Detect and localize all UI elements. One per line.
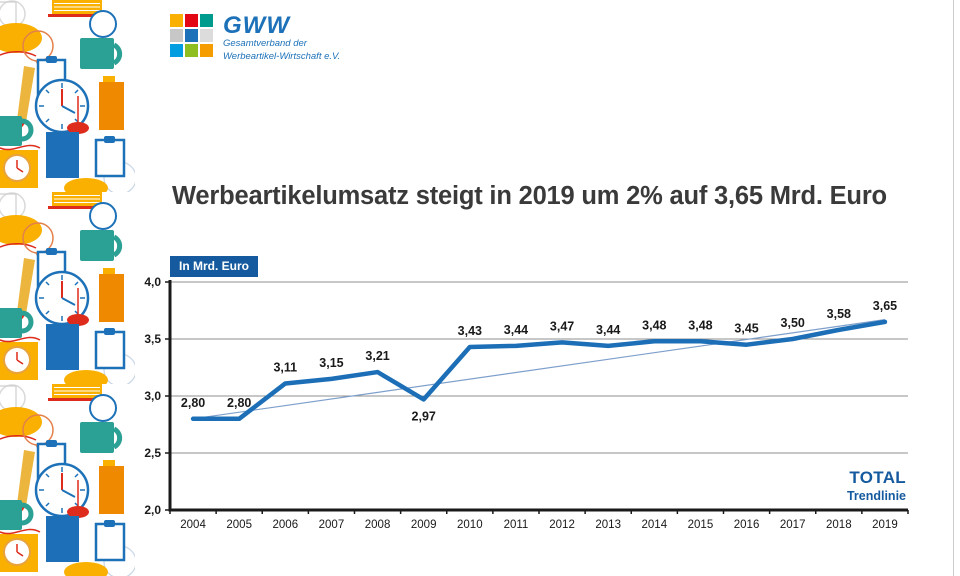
svg-text:2007: 2007: [319, 519, 345, 531]
svg-text:2008: 2008: [365, 519, 391, 531]
svg-text:2010: 2010: [457, 519, 483, 531]
gww-logo-square: [200, 44, 213, 57]
svg-text:2005: 2005: [226, 519, 252, 531]
svg-text:3,48: 3,48: [688, 318, 712, 332]
svg-text:2018: 2018: [826, 519, 852, 531]
svg-text:3,44: 3,44: [596, 323, 620, 337]
gww-logo-mark-icon: [170, 14, 213, 63]
svg-text:3,44: 3,44: [504, 323, 528, 337]
svg-text:3,58: 3,58: [827, 307, 851, 321]
svg-text:3,0: 3,0: [144, 389, 161, 403]
svg-text:4,0: 4,0: [144, 275, 161, 289]
gww-logo: GWW Gesamtverband der Werbeartikel-Wirts…: [170, 14, 340, 63]
legend-series-total: TOTAL: [849, 468, 906, 487]
svg-text:3,15: 3,15: [319, 356, 343, 370]
chart-legend: TOTAL Trendlinie: [847, 468, 906, 503]
slide-title: Werbeartikelumsatz steigt in 2019 um 2% …: [172, 182, 887, 210]
svg-text:3,21: 3,21: [365, 349, 389, 363]
svg-text:2006: 2006: [273, 519, 299, 531]
svg-text:2,0: 2,0: [144, 503, 161, 517]
svg-text:2017: 2017: [780, 519, 806, 531]
svg-text:3,45: 3,45: [734, 322, 758, 336]
gww-logo-square: [185, 29, 198, 42]
svg-text:2011: 2011: [504, 519, 529, 531]
gww-logo-square: [200, 14, 213, 27]
svg-text:2014: 2014: [642, 519, 668, 531]
gww-logo-square: [200, 29, 213, 42]
svg-text:3,5: 3,5: [144, 332, 161, 346]
gww-logo-square: [185, 14, 198, 27]
gww-logo-square: [170, 29, 183, 42]
svg-text:2004: 2004: [180, 519, 206, 531]
gww-logo-subtitle-1: Gesamtverband der: [223, 38, 307, 49]
gww-logo-square: [185, 44, 198, 57]
svg-text:3,11: 3,11: [273, 360, 297, 374]
legend-series-trendline: Trendlinie: [846, 489, 906, 503]
gww-logo-square: [170, 14, 183, 27]
svg-text:3,48: 3,48: [642, 318, 666, 332]
gww-logo-square: [170, 44, 183, 57]
svg-text:2016: 2016: [734, 519, 760, 531]
slide-right-border: [953, 0, 954, 576]
svg-text:2,5: 2,5: [144, 446, 161, 460]
gww-logo-subtitle-2: Werbeartikel-Wirtschaft e.V.: [223, 51, 341, 62]
svg-text:2,80: 2,80: [181, 396, 205, 410]
svg-text:2012: 2012: [549, 519, 575, 531]
svg-text:2019: 2019: [872, 519, 898, 531]
svg-text:3,65: 3,65: [873, 299, 897, 313]
unit-label-badge: In Mrd. Euro: [170, 256, 258, 277]
svg-text:2013: 2013: [595, 519, 621, 531]
svg-text:2015: 2015: [688, 519, 714, 531]
svg-text:3,50: 3,50: [781, 316, 805, 330]
promo-products-collage-icon: [0, 0, 135, 576]
gww-logo-text: GWW Gesamtverband der Werbeartikel-Wirts…: [223, 14, 340, 63]
svg-text:2,97: 2,97: [412, 409, 436, 423]
gww-logo-name: GWW: [223, 12, 290, 39]
svg-text:3,43: 3,43: [458, 324, 482, 338]
svg-text:3,47: 3,47: [550, 319, 574, 333]
svg-text:2,80: 2,80: [227, 396, 251, 410]
svg-text:2009: 2009: [411, 519, 437, 531]
